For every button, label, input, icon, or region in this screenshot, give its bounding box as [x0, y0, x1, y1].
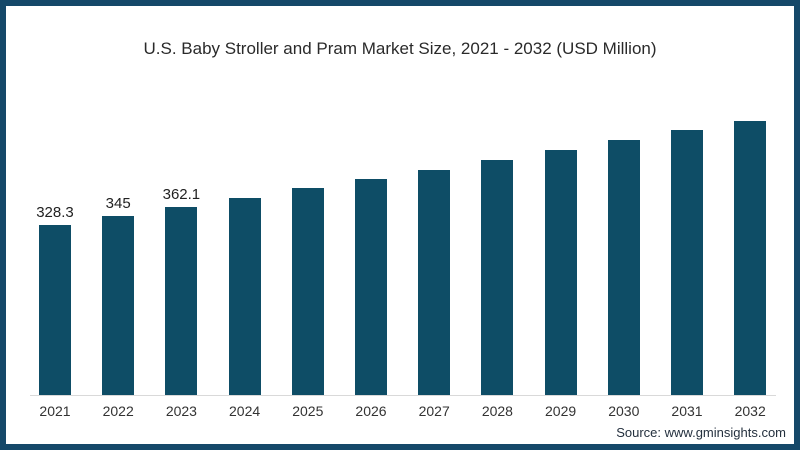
bar-value-label-2021: 328.3 [36, 204, 74, 221]
x-axis-label-2032: 2032 [734, 403, 766, 419]
source-note: Source: www.gminsights.com [616, 425, 786, 440]
bar-2030 [607, 140, 640, 395]
x-axis-label-2022: 2022 [102, 403, 134, 419]
x-axis-label-2026: 2026 [355, 403, 387, 419]
x-axis-label-2027: 2027 [418, 403, 450, 419]
bar-value-label-2023: 362.1 [162, 186, 201, 203]
bar-2031 [671, 130, 703, 395]
x-axis-label-2024: 2024 [229, 403, 261, 419]
bar-2023 [165, 207, 198, 395]
plot-area: 328.3 2021 345 2022 362.1 2023 2024 2025 2026 202… [6, 6, 794, 444]
bar-2027 [418, 170, 451, 395]
bar-2026 [355, 179, 387, 395]
x-axis-label-2029: 2029 [545, 403, 577, 419]
chart-title: U.S. Baby Stroller and Pram Market Size,… [143, 39, 657, 58]
x-axis-line [30, 395, 776, 396]
bar-2022 [102, 216, 135, 395]
x-axis-label-2023: 2023 [165, 403, 197, 419]
bar-2025 [291, 188, 324, 395]
x-axis-label-2025: 2025 [292, 403, 324, 419]
bar-2029 [544, 150, 577, 395]
bar-2021 [39, 225, 71, 395]
x-axis-label-2030: 2030 [608, 403, 640, 419]
x-axis-label-2028: 2028 [481, 403, 513, 419]
bar-value-label-2022: 345 [105, 195, 131, 212]
bar-2024 [228, 198, 261, 395]
x-axis-label-2031: 2031 [671, 403, 703, 419]
bar-2032 [734, 121, 767, 395]
bar-2028 [481, 160, 514, 395]
x-axis-label-2021: 2021 [39, 403, 71, 419]
